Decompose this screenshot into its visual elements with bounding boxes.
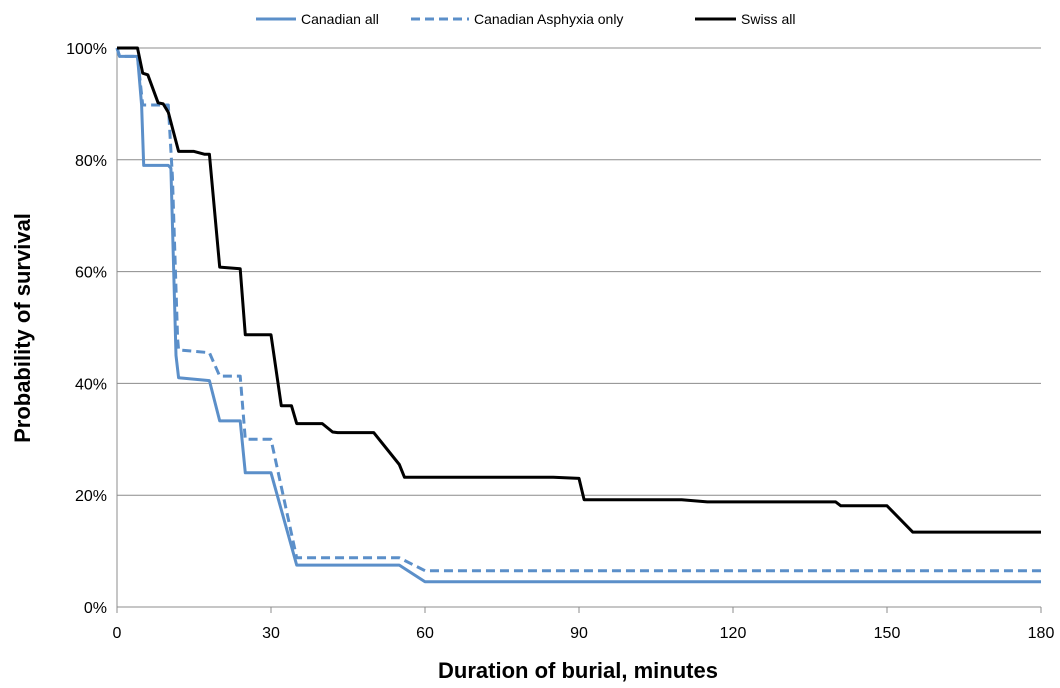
x-axis-title: Duration of burial, minutes — [438, 658, 718, 683]
legend-label: Swiss all — [741, 11, 795, 27]
y-tick-label: 80% — [75, 153, 107, 170]
x-tick-label: 90 — [570, 625, 588, 642]
legend: Canadian all Canadian Asphyxia only Swiss … — [256, 11, 795, 27]
legend-label: Canadian all — [301, 11, 379, 27]
legend-label: Canadian Asphyxia only — [474, 11, 623, 27]
x-tick-label: 150 — [874, 625, 901, 642]
x-tick-label: 0 — [113, 625, 122, 642]
series-line-canadian-all — [115, 47, 1041, 584]
x-tick-label: 120 — [720, 625, 747, 642]
x-tick-label: 60 — [416, 625, 434, 642]
series-line-canadian-asphyxia-only — [115, 47, 1041, 573]
y-tick-label: 40% — [75, 376, 107, 393]
x-tick-label: 30 — [262, 625, 280, 642]
y-axis-title: Probability of survival — [10, 213, 35, 443]
axes — [116, 48, 1042, 613]
x-tick-label: 180 — [1028, 625, 1055, 642]
y-tick-labels: 0% 20% 40% 60% 80% 100% — [66, 41, 107, 617]
gridlines — [117, 47, 1041, 496]
y-tick-label: 20% — [75, 488, 107, 505]
series-line-swiss-all — [117, 46, 1041, 534]
y-tick-label: 60% — [75, 265, 107, 282]
series-layer — [115, 46, 1041, 584]
y-tick-label: 0% — [84, 600, 107, 617]
y-tick-label: 100% — [66, 41, 107, 58]
x-tick-labels: 0 30 60 90 120 150 180 — [113, 625, 1055, 642]
